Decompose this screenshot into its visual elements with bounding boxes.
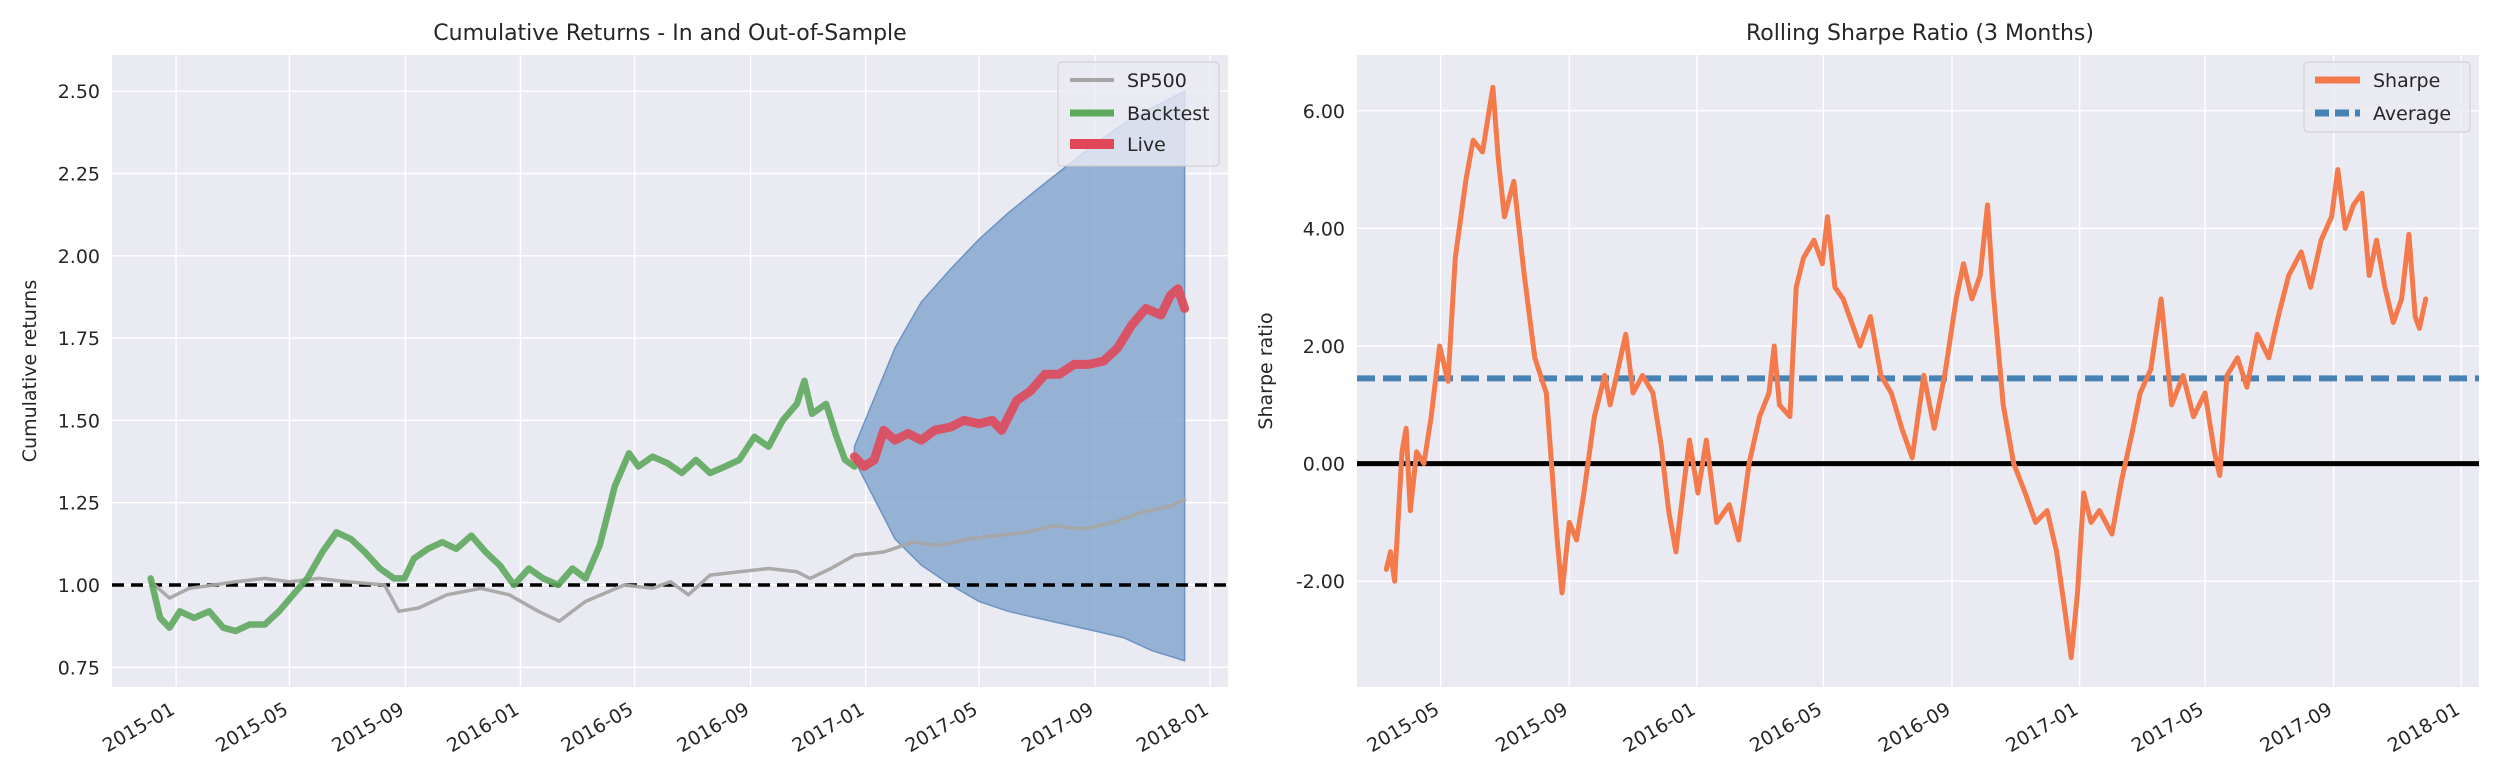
legend-label-live: Live bbox=[1127, 134, 1166, 156]
y-tick-label: 0.00 bbox=[1303, 454, 1345, 476]
legend-label-backtest: Backtest bbox=[1127, 103, 1210, 125]
live-line bbox=[849, 284, 1190, 471]
chart-1-ylabel: Cumulative returns bbox=[19, 280, 41, 462]
x-tick-label: 2015-05 bbox=[212, 698, 292, 757]
x-tick-label: 2016-05 bbox=[557, 698, 637, 757]
x-tick-label: 2017-09 bbox=[2256, 698, 2336, 757]
chart-1-legend: SP500 Backtest Live bbox=[1057, 61, 1220, 167]
y-tick-label: 2.00 bbox=[58, 246, 100, 268]
chart-1-y-ticks: 0.75 1.00 1.25 1.50 1.75 2.00 2.25 2.50 bbox=[58, 81, 100, 679]
x-tick-label: 2015-09 bbox=[1492, 698, 1572, 757]
x-tick-label: 2016-01 bbox=[1620, 698, 1700, 757]
legend-label-average: Average bbox=[2373, 103, 2451, 125]
x-tick-label: 2017-01 bbox=[788, 698, 868, 757]
x-tick-label: 2016-09 bbox=[1875, 698, 1955, 757]
x-tick-label: 2017-05 bbox=[2128, 698, 2208, 757]
x-tick-label: 2016-09 bbox=[673, 698, 753, 757]
chart-2-ylabel: Sharpe ratio bbox=[1255, 312, 1277, 429]
sharpe-line bbox=[1383, 84, 2429, 661]
cumulative-returns-chart: Cumulative Returns - In and Out-of-Sampl… bbox=[19, 21, 1228, 757]
chart-2-legend: Sharpe Average bbox=[2303, 61, 2471, 133]
y-tick-label: 1.75 bbox=[58, 328, 100, 350]
y-tick-label: 1.50 bbox=[58, 410, 100, 432]
x-tick-label: 2016-01 bbox=[443, 698, 523, 757]
backtest-line bbox=[147, 377, 858, 635]
y-tick-label: 1.25 bbox=[58, 493, 100, 515]
y-tick-label: 2.00 bbox=[1303, 336, 1345, 358]
y-tick-label: 2.50 bbox=[58, 81, 100, 103]
x-tick-label: 2017-01 bbox=[2002, 698, 2082, 757]
legend-label-sharpe: Sharpe bbox=[2373, 70, 2440, 92]
x-tick-label: 2018-01 bbox=[1133, 698, 1213, 757]
y-tick-label: 2.25 bbox=[58, 164, 100, 186]
chart-1-x-ticks: 2015-01 2015-05 2015-09 2016-01 2016-05 2016-… bbox=[99, 698, 1213, 757]
x-tick-label: 2015-05 bbox=[1363, 698, 1443, 757]
chart-1-title: Cumulative Returns - In and Out-of-Sampl… bbox=[433, 21, 906, 46]
x-tick-label: 2017-05 bbox=[902, 698, 982, 757]
y-tick-label: 0.75 bbox=[58, 657, 100, 679]
chart-2-gridlines bbox=[1357, 55, 2479, 687]
chart-2-series-group bbox=[1357, 84, 2479, 661]
chart-1-series-group bbox=[147, 284, 1190, 635]
rolling-sharpe-chart: Rolling Sharpe Ratio (3 Months) -2.00 0.0… bbox=[1255, 21, 2479, 757]
x-tick-label: 2018-01 bbox=[2384, 698, 2464, 757]
x-tick-label: 2015-01 bbox=[99, 698, 179, 757]
y-tick-label: -2.00 bbox=[1296, 571, 1345, 593]
chart-2-title: Rolling Sharpe Ratio (3 Months) bbox=[1746, 21, 2094, 46]
legend-label-sp500: SP500 bbox=[1127, 70, 1187, 92]
y-tick-label: 1.00 bbox=[58, 575, 100, 597]
y-tick-label: 4.00 bbox=[1303, 218, 1345, 240]
y-tick-label: 6.00 bbox=[1303, 101, 1345, 123]
chart-2-plot-area bbox=[1357, 55, 2479, 687]
chart-2-x-ticks: 2015-05 2015-09 2016-01 2016-05 2016-09 2017-… bbox=[1363, 698, 2463, 757]
x-tick-label: 2015-09 bbox=[328, 698, 408, 757]
x-tick-label: 2017-09 bbox=[1018, 698, 1098, 757]
x-tick-label: 2016-05 bbox=[1746, 698, 1826, 757]
chart-2-y-ticks: -2.00 0.00 2.00 4.00 6.00 bbox=[1296, 101, 1345, 593]
